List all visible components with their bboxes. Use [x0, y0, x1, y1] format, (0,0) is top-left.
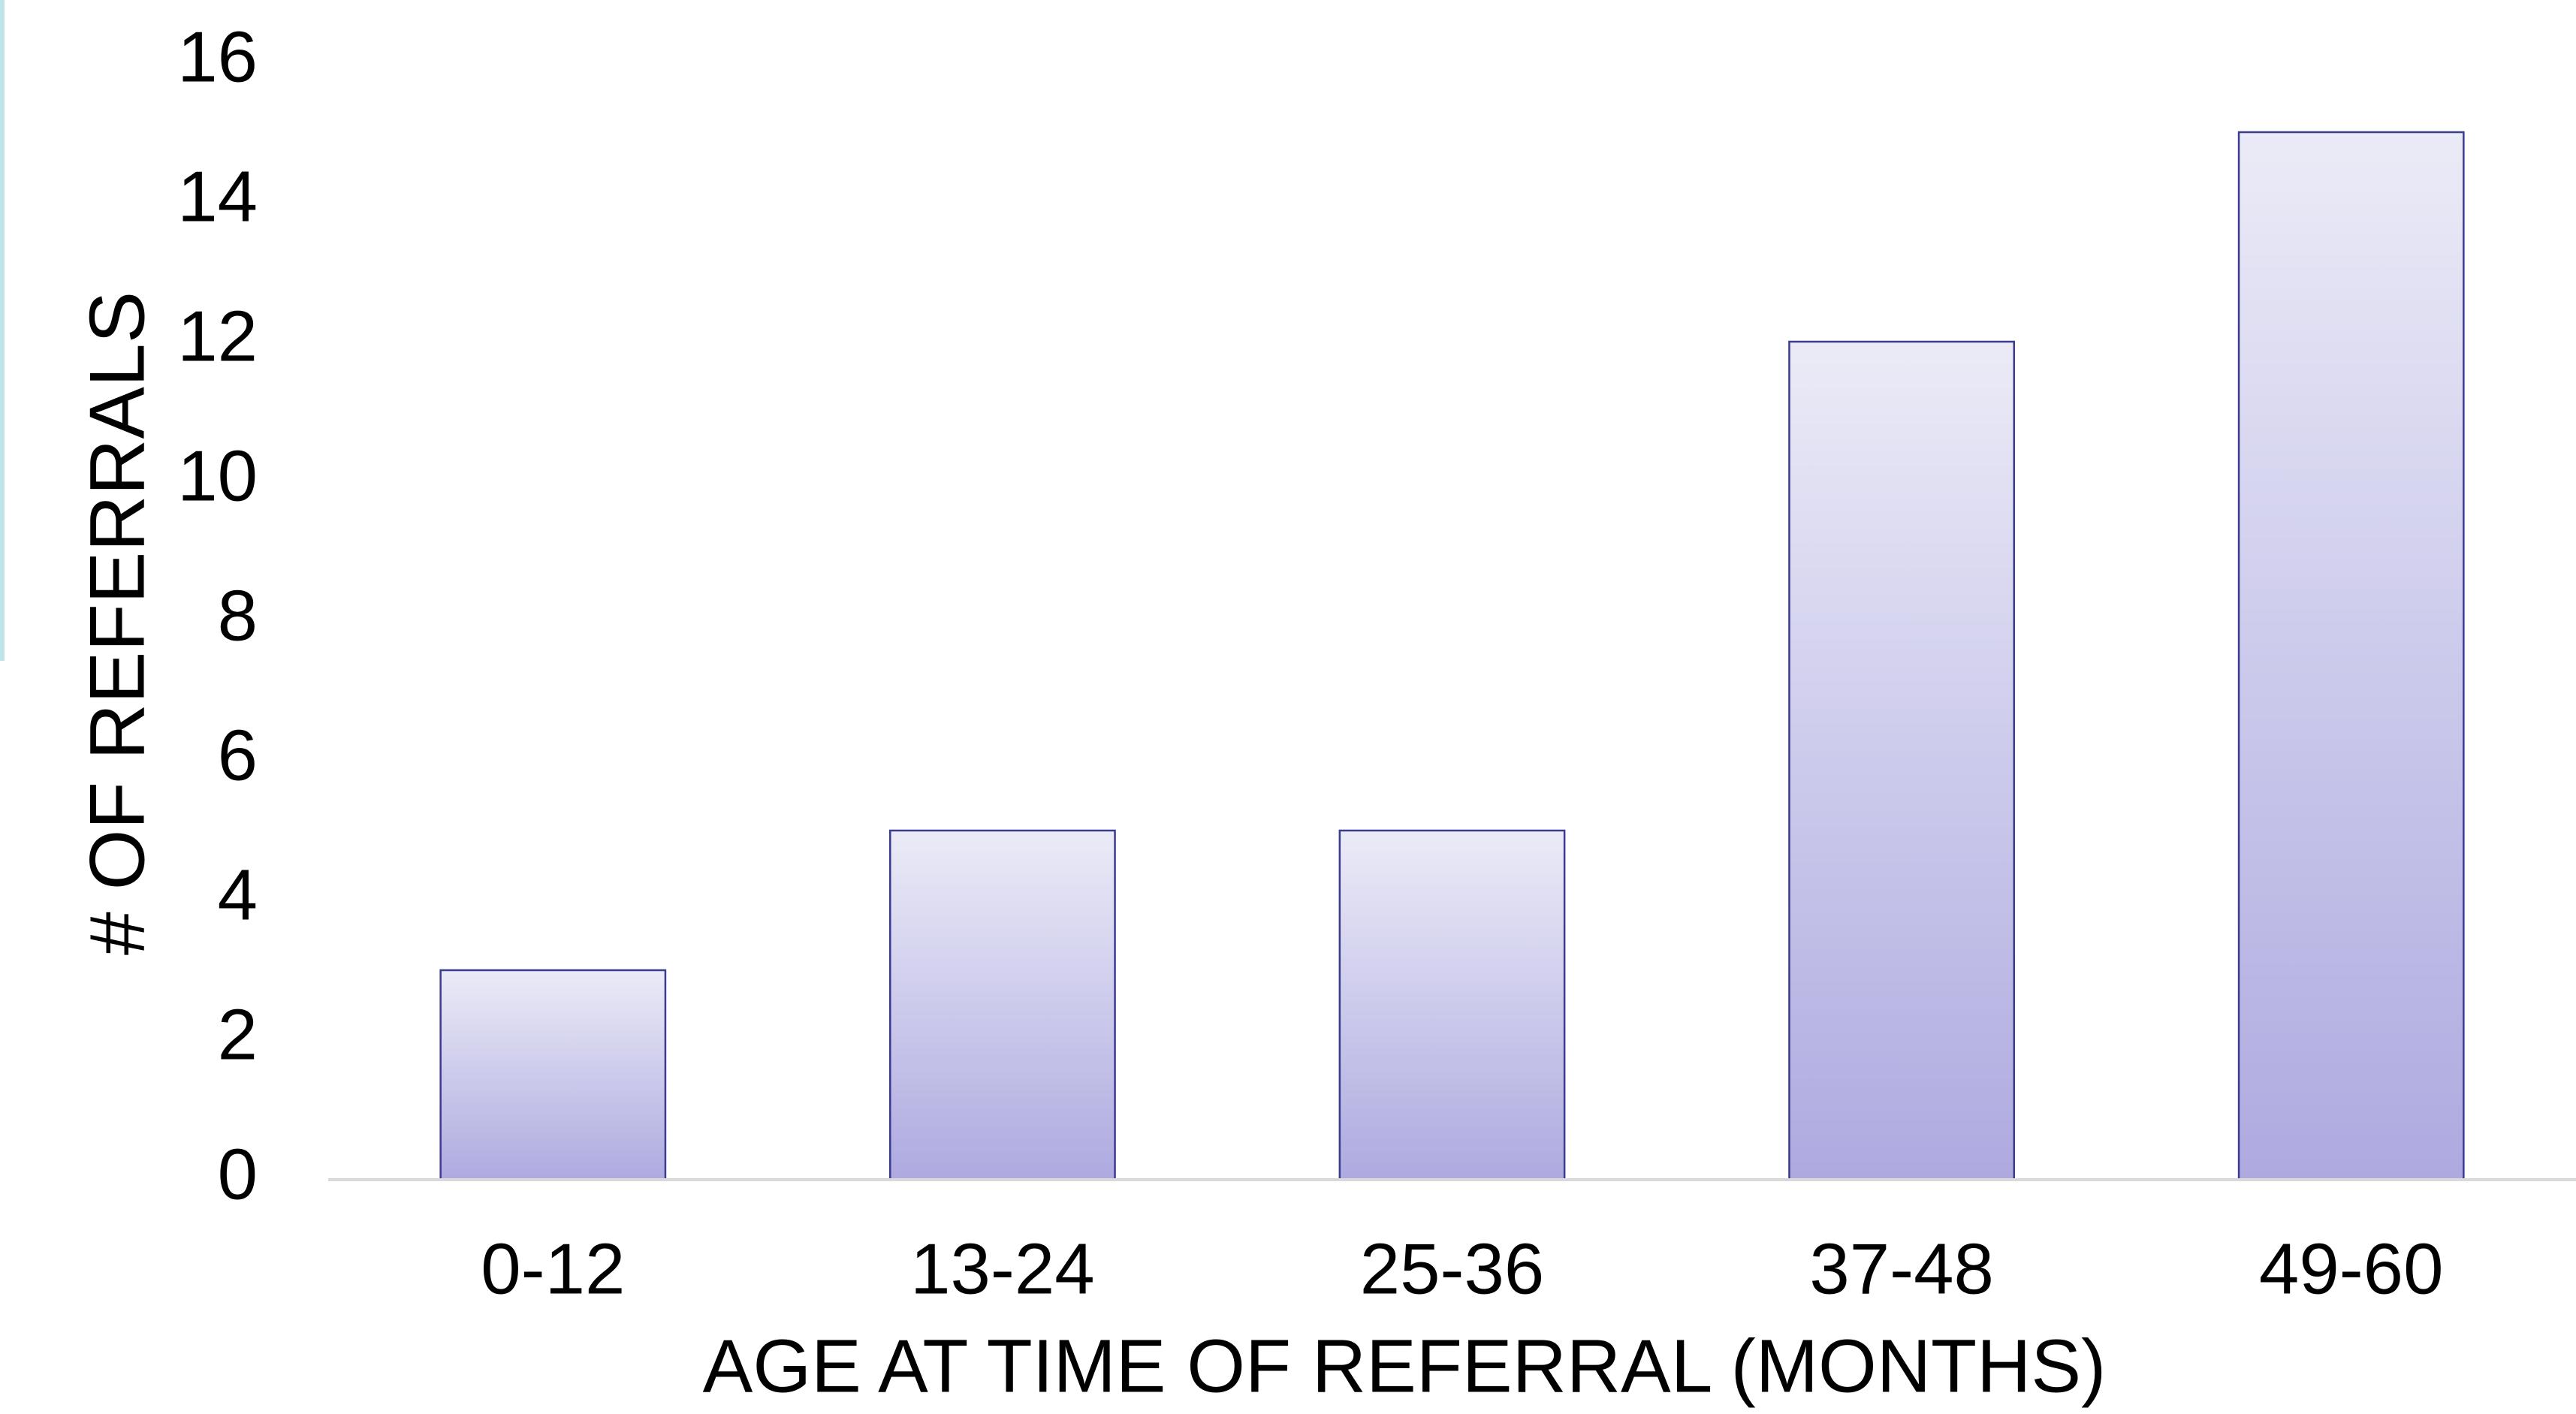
bar	[1338, 829, 1566, 1181]
y-tick-label: 0	[218, 1134, 258, 1214]
y-tick-label: 8	[218, 575, 258, 656]
y-axis-title: # OF REFERRALS	[74, 291, 161, 955]
y-tick-label: 2	[218, 994, 258, 1075]
x-axis-title: AGE AT TIME OF REFERRAL (MONTHS)	[703, 1324, 2107, 1408]
bar	[2237, 131, 2465, 1181]
side-accent	[0, 0, 5, 661]
x-tick-label: 13-24	[910, 1229, 1095, 1309]
y-tick-label: 14	[177, 156, 258, 237]
x-tick-label: 25-36	[1360, 1229, 1545, 1309]
x-tick-label: 49-60	[2259, 1229, 2444, 1309]
y-tick-label: 12	[177, 296, 258, 376]
y-tick-label: 4	[218, 855, 258, 935]
y-tick-label: 10	[177, 436, 258, 516]
bar	[889, 829, 1116, 1181]
x-tick-label: 0-12	[481, 1229, 625, 1309]
y-tick-label: 16	[177, 17, 258, 97]
x-tick-label: 37-48	[1809, 1229, 1994, 1309]
y-tick-label: 6	[218, 715, 258, 795]
bar	[1788, 340, 2015, 1181]
bar	[439, 969, 667, 1181]
